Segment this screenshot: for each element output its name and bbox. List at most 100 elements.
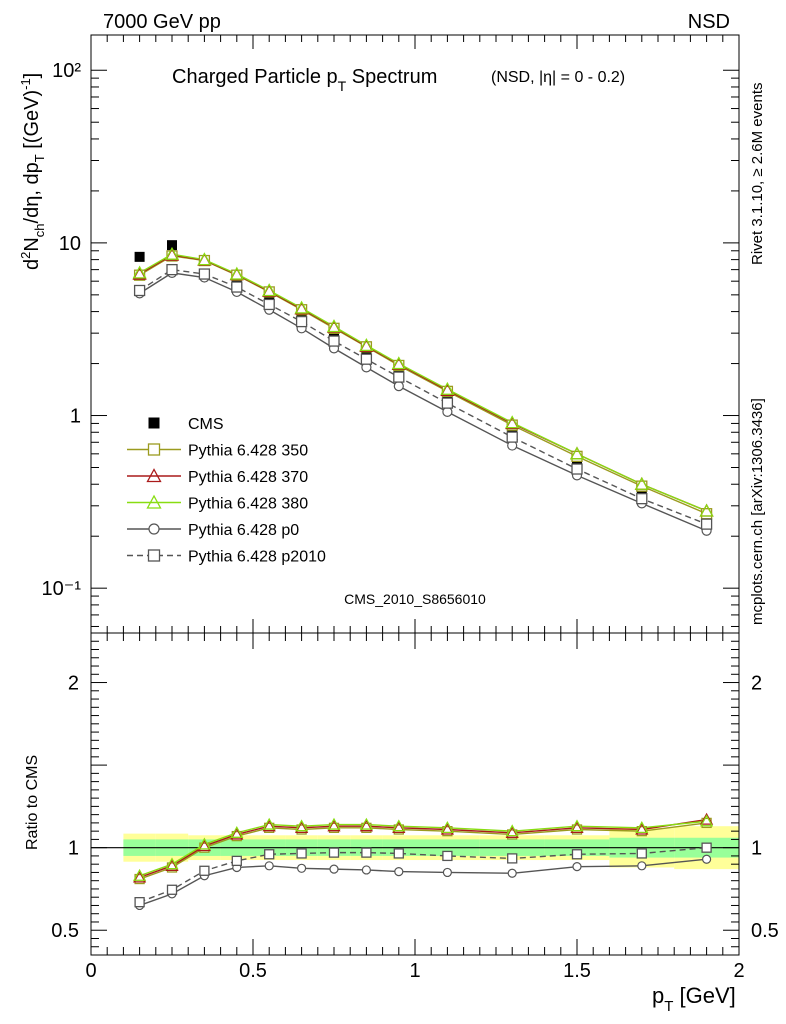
chart-title-extra: (NSD, |η| = 0 - 0.2): [491, 69, 625, 86]
ratio-data-point: [505, 825, 519, 838]
main-panel: 10⁻¹ 1 10 10²: [42, 34, 740, 634]
x-tick-label: 2: [733, 960, 744, 982]
ratio-data-point: [197, 837, 211, 850]
ratio-data-point: [359, 819, 373, 832]
rivet-label: Rivet 3.1.10, ≥ 2.6M events: [749, 83, 766, 266]
ratio-data-point: [394, 867, 404, 877]
ratio-y-tick-label: 2: [68, 673, 79, 695]
ratio-data-point: [442, 850, 453, 862]
x-axis-label: pT [GeV]: [652, 983, 736, 1015]
main-y-tick-label: 10: [59, 233, 81, 255]
ratio-data-point: [440, 822, 454, 835]
ratio-data-point: [133, 868, 147, 881]
main-data-point: [441, 397, 454, 409]
legend-label: Pythia 6.428 p2010: [188, 549, 326, 566]
x-tick-label: 0: [85, 960, 96, 982]
ratio-data-point: [328, 847, 340, 858]
main-data-layer: [132, 240, 714, 536]
ratio-data-point: [327, 817, 341, 830]
main-data-point: [197, 252, 212, 266]
main-y-tick-label: 10²: [52, 60, 81, 82]
ratio-data-point: [199, 865, 210, 876]
chart-title: Charged Particle pT Spectrum: [172, 66, 437, 94]
ratio-series-line: [139, 846, 707, 903]
main-y-tick-label: 10⁻¹: [42, 578, 82, 600]
ratio-data-point: [507, 853, 518, 864]
main-data-point: [699, 503, 714, 517]
ratio-data-point: [570, 821, 584, 834]
main-data-point: [262, 283, 277, 297]
main-data-point: [360, 353, 373, 365]
ratio-data-point: [635, 821, 649, 834]
ratio-data-point: [636, 848, 647, 859]
ratio-data-point: [262, 819, 276, 832]
ratio-data-point: [572, 862, 582, 872]
site-label: mcplots.cern.ch [arXiv:1306.3436]: [749, 398, 766, 625]
header-left: 7000 GeV pp: [103, 11, 221, 33]
main-data-point: [231, 281, 243, 293]
main-frame: [90, 34, 740, 634]
ratio-data-point: [507, 868, 517, 878]
main-data-point: [133, 284, 146, 297]
ratio-y-tick-label: 0.5: [51, 920, 79, 942]
main-data-point: [295, 304, 308, 316]
title-main: Charged Particle p: [172, 66, 338, 88]
legend-marker: [147, 549, 161, 562]
legend-marker: [148, 417, 160, 429]
main-y-tick-label: 1: [70, 406, 81, 428]
main-data-point: [571, 463, 583, 475]
ratio-panel: 0.5 0.5 1 1 2 2: [51, 632, 779, 956]
main-data-point: [166, 250, 178, 262]
ratio-series-line: [139, 858, 707, 907]
ratio-y-tick-label: 1: [68, 838, 79, 860]
ratio-data-point: [165, 858, 179, 871]
ratio-y-tick-label-right: 0.5: [751, 920, 779, 942]
ratio-data-point: [637, 861, 647, 871]
ratio-data-point: [393, 848, 404, 859]
main-data-point: [326, 319, 342, 333]
main-data-point: [506, 431, 518, 443]
legend-label: CMS: [188, 416, 224, 433]
ratio-frame: [90, 632, 740, 956]
legend-label: Pythia 6.428 370: [188, 469, 308, 486]
x-tick-label: 0.5: [239, 960, 267, 982]
ratio-data-point: [197, 839, 211, 852]
ratio-data-point: [442, 867, 452, 878]
main-data-point: [440, 381, 455, 395]
ratio-data-point: [361, 865, 371, 875]
main-axes-layer: 10⁻¹ 1 10 10²: [42, 35, 740, 633]
ratio-series-line: [139, 820, 707, 877]
main-data-point: [569, 446, 585, 460]
main-data-point: [393, 381, 404, 392]
ratio-y-label: Ratio to CMS: [24, 755, 41, 850]
ratio-data-point: [230, 825, 244, 838]
ratio-data-point: [701, 854, 712, 864]
main-data-point: [295, 315, 308, 328]
ratio-data-point: [701, 842, 712, 853]
legend-marker: [148, 523, 160, 535]
main-data-point: [634, 476, 649, 490]
ratio-data-point: [133, 870, 147, 883]
main-y-label: d2Nch/dη, dpT [(GeV)-1]: [18, 73, 47, 270]
ratio-data-layer: [133, 812, 714, 911]
main-data-point: [294, 300, 309, 314]
ratio-data-point: [165, 857, 179, 870]
main-data-point: [263, 286, 275, 298]
x-tick-label: 1.5: [563, 960, 591, 982]
ratio-data-point: [571, 849, 583, 860]
ratio-data-point: [329, 864, 339, 874]
ratio-series-line: [139, 822, 707, 880]
ratio-data-point: [295, 821, 309, 834]
main-data-point: [505, 415, 520, 429]
ratio-data-point: [635, 822, 649, 835]
main-data-point: [229, 266, 244, 280]
analysis-watermark: CMS_2010_S8656010: [344, 591, 486, 607]
main-data-point: [164, 246, 180, 260]
ratio-data-point: [264, 849, 275, 860]
ratio-y-tick-label-right: 1: [751, 838, 762, 860]
main-data-point: [636, 493, 648, 505]
ratio-data-point: [392, 819, 406, 832]
legend: CMS Pythia 6.428 350 Pythia 6.428 370 Pythi…: [127, 416, 326, 566]
main-data-point: [393, 371, 405, 383]
